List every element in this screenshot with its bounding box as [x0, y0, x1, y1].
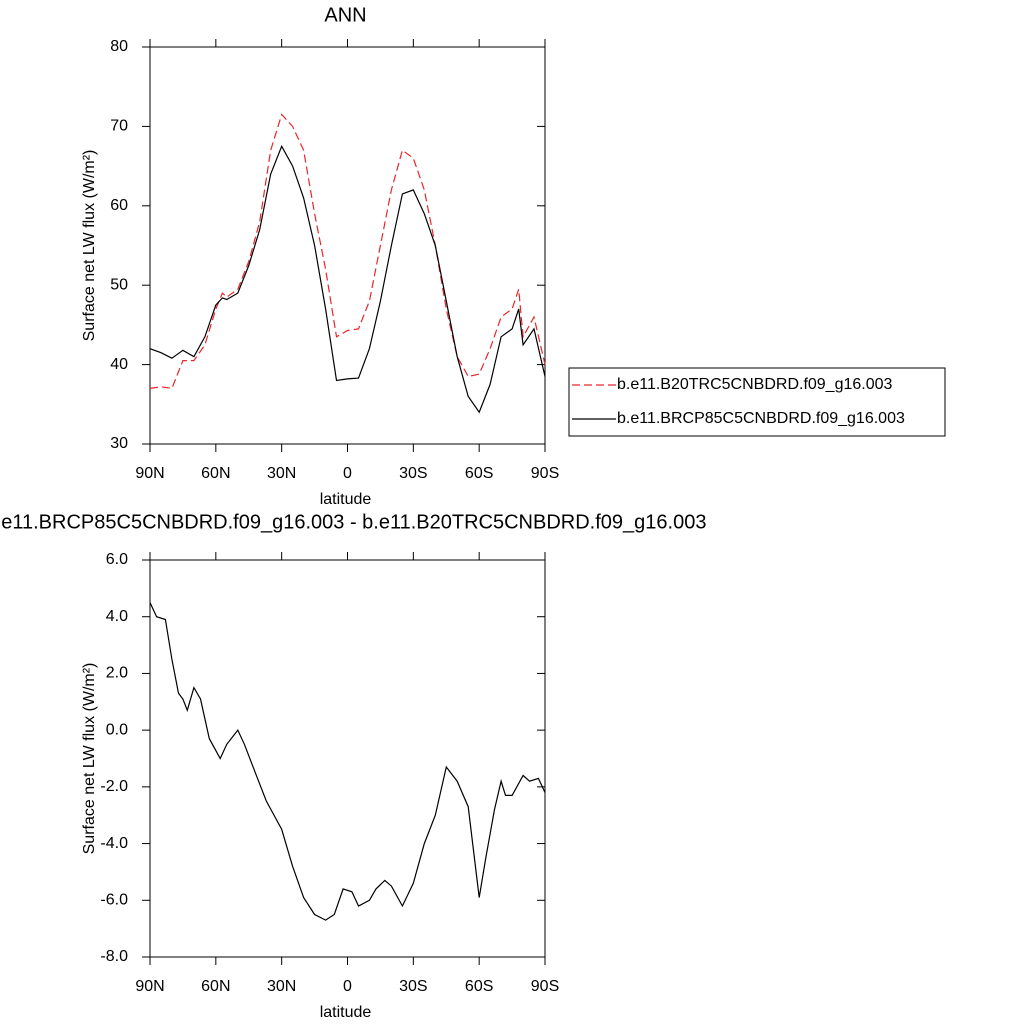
x-tick-label: 30S	[399, 978, 427, 995]
y-tick-label: 0.0	[106, 721, 128, 738]
y-tick-label: -8.0	[100, 948, 128, 965]
y-tick-label: 60	[110, 197, 128, 214]
y-tick-label: -4.0	[100, 835, 128, 852]
y-tick-label: 6.0	[106, 551, 128, 568]
plot-frame	[149, 559, 546, 958]
y-tick-label: 40	[110, 356, 128, 373]
x-axis-label: latitude	[320, 491, 372, 508]
x-tick-label: 90S	[531, 978, 559, 995]
x-tick-label: 0	[343, 978, 352, 995]
y-tick-label: 30	[110, 435, 128, 452]
x-tick-label: 90N	[135, 465, 164, 482]
x-tick-label: 0	[343, 465, 352, 482]
y-tick-label: 50	[110, 276, 128, 293]
chart-title: b.e11.BRCP85C5CNBDRD.f09_g16.003 - b.e11…	[0, 511, 706, 533]
y-tick-label: 70	[110, 118, 128, 135]
y-axis-label: Surface net LW flux (W/m²)	[81, 663, 98, 855]
series-line	[149, 602, 546, 921]
plot-frame	[149, 46, 546, 445]
x-tick-label: 30S	[399, 465, 427, 482]
legend-label: b.e11.BRCP85C5CNBDRD.f09_g16.003	[617, 410, 905, 427]
x-tick-label: 90N	[135, 978, 164, 995]
x-axis-label: latitude	[320, 1004, 372, 1021]
y-tick-label: 4.0	[106, 608, 128, 625]
x-tick-label: 30N	[267, 465, 296, 482]
x-tick-label: 60N	[201, 465, 230, 482]
series-line	[149, 144, 546, 414]
legend: b.e11.B20TRC5CNBDRD.f09_g16.003 b.e11.BRC…	[568, 367, 946, 437]
x-tick-label: 60S	[465, 978, 493, 995]
y-axis-label: Surface net LW flux (W/m²)	[81, 150, 98, 342]
x-tick-label: 60S	[465, 465, 493, 482]
series-line	[149, 113, 546, 390]
x-tick-label: 90S	[531, 465, 559, 482]
y-tick-label: 2.0	[106, 665, 128, 682]
y-tick-label: -6.0	[100, 892, 128, 909]
chart-title: ANN	[324, 4, 366, 26]
legend-label: b.e11.B20TRC5CNBDRD.f09_g16.003	[617, 376, 893, 393]
y-tick-label: -2.0	[100, 778, 128, 795]
x-tick-label: 30N	[267, 978, 296, 995]
x-tick-label: 60N	[201, 978, 230, 995]
legend-box	[568, 367, 946, 437]
y-tick-label: 80	[110, 38, 128, 55]
